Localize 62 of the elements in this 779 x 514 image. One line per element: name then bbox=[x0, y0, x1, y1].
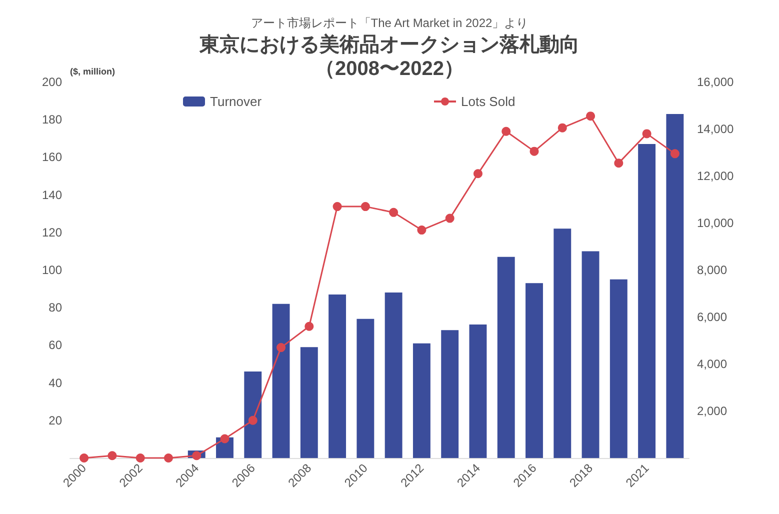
y2-tick-label: 10,000 bbox=[697, 216, 734, 230]
bar bbox=[666, 114, 684, 458]
y-tick-label: 20 bbox=[48, 413, 62, 428]
point bbox=[276, 343, 286, 352]
point bbox=[586, 112, 596, 121]
y2-tick-label: 16,000 bbox=[697, 75, 734, 89]
bar bbox=[441, 330, 459, 458]
point bbox=[164, 454, 173, 462]
bar bbox=[300, 347, 318, 458]
y-tick-label: 80 bbox=[48, 300, 62, 315]
point bbox=[248, 416, 258, 425]
y-tick-label: 160 bbox=[42, 150, 62, 164]
point bbox=[136, 454, 145, 462]
y2-tick-label: 4,000 bbox=[697, 357, 728, 371]
point bbox=[192, 451, 202, 460]
bar bbox=[328, 294, 346, 458]
point bbox=[220, 434, 230, 444]
point bbox=[558, 123, 567, 132]
point bbox=[80, 454, 89, 462]
y-tick-label: 120 bbox=[42, 225, 62, 240]
point bbox=[304, 322, 314, 331]
y-tick-label: 60 bbox=[48, 338, 62, 352]
bar bbox=[469, 324, 487, 458]
bar bbox=[526, 283, 543, 458]
point bbox=[389, 208, 398, 217]
chart-title: 東京における美術品オークション落札動向 bbox=[198, 33, 580, 56]
bar bbox=[638, 144, 656, 458]
y-tick-label: 200 bbox=[42, 75, 62, 89]
point bbox=[502, 126, 511, 136]
bar bbox=[244, 372, 262, 458]
bar bbox=[610, 279, 628, 458]
y-tick-label: 140 bbox=[42, 188, 62, 202]
point bbox=[642, 129, 652, 138]
bar bbox=[582, 251, 600, 458]
bar bbox=[356, 318, 374, 458]
y2-tick-label: 8,000 bbox=[697, 263, 728, 277]
text: （2008〜2022） bbox=[315, 58, 464, 80]
bar bbox=[384, 292, 402, 458]
chart-subtitle: アート市場レポート「The Art Market in 2022」より bbox=[250, 16, 528, 30]
point bbox=[473, 169, 482, 178]
bar bbox=[412, 343, 430, 458]
bar bbox=[272, 304, 290, 458]
point bbox=[445, 214, 454, 223]
bar bbox=[554, 228, 572, 458]
y-axis-title: ($, million) bbox=[70, 66, 116, 76]
bar bbox=[497, 256, 515, 458]
point bbox=[670, 149, 680, 158]
y2-tick-label: 6,000 bbox=[697, 310, 728, 324]
y-tick-label: 40 bbox=[48, 376, 62, 390]
point bbox=[108, 451, 117, 460]
point bbox=[417, 226, 426, 235]
y-tick-label: 180 bbox=[42, 112, 62, 127]
legend-label: Lots Sold bbox=[461, 94, 516, 109]
point bbox=[614, 158, 624, 168]
point bbox=[332, 202, 342, 212]
legend-label: Turnover bbox=[210, 94, 262, 109]
y-tick-label: 100 bbox=[42, 263, 62, 277]
y2-tick-label: 12,000 bbox=[697, 169, 734, 183]
point bbox=[530, 146, 539, 156]
point bbox=[360, 202, 370, 212]
y2-tick-label: 14,000 bbox=[697, 122, 734, 136]
y2-tick-label: 2,000 bbox=[697, 404, 728, 418]
